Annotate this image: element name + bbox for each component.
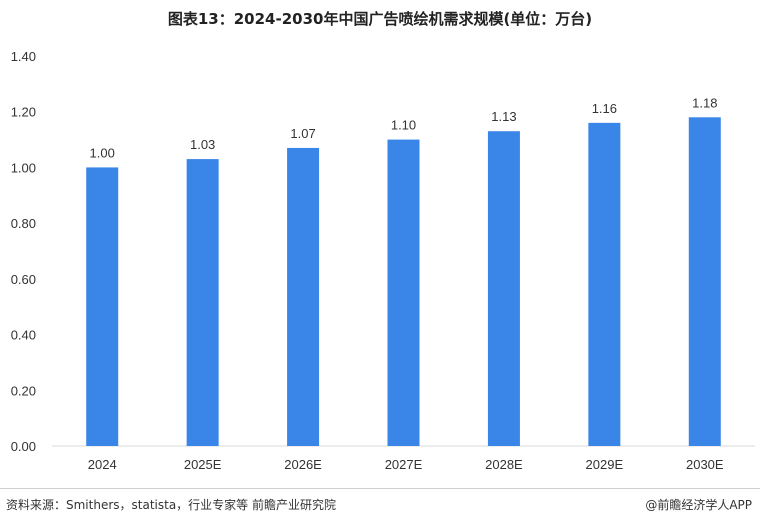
source-note: 资料来源：Smithers，statista，行业专家等 前瞻产业研究院 (6, 498, 336, 512)
data-label: 1.16 (592, 101, 617, 116)
y-tick-label: 0.00 (11, 439, 36, 454)
bar (287, 147, 320, 446)
y-tick-label: 1.00 (11, 160, 36, 175)
bar (487, 131, 520, 446)
x-tick-label: 2026E (284, 457, 322, 472)
data-label: 1.18 (692, 95, 717, 110)
chart-title: 图表13：2024-2030年中国广告喷绘机需求规模(单位：万台) (167, 10, 593, 28)
data-label: 1.13 (491, 109, 516, 124)
bar (688, 117, 721, 447)
bar (186, 159, 219, 447)
data-label: 1.00 (90, 145, 115, 160)
x-tick-label: 2025E (184, 457, 222, 472)
y-tick-label: 0.60 (11, 272, 36, 287)
x-tick-label: 2030E (686, 457, 724, 472)
y-tick-label: 1.40 (11, 49, 36, 64)
bar-chart: 0.00 0.20 0.40 0.60 0.80 1.00 1.20 1.40 1.00 2024… (11, 49, 755, 472)
bar (588, 122, 621, 446)
x-tick-label: 2027E (385, 457, 423, 472)
bar (86, 167, 119, 446)
x-tick-label: 2029E (586, 457, 624, 472)
y-tick-label: 0.80 (11, 216, 36, 231)
bar (387, 139, 420, 447)
x-tick-label: 2024 (88, 457, 117, 472)
x-tick-label: 2028E (485, 457, 523, 472)
data-label: 1.07 (290, 126, 315, 141)
y-tick-label: 1.20 (11, 105, 36, 120)
y-tick-label: 0.40 (11, 328, 36, 343)
brand-credit: @前瞻经济学人APP (645, 498, 752, 512)
data-label: 1.03 (190, 137, 215, 152)
footer: 资料来源：Smithers，statista，行业专家等 前瞻产业研究院 @前瞻… (0, 488, 760, 520)
data-label: 1.10 (391, 118, 416, 133)
y-tick-label: 0.20 (11, 383, 36, 398)
